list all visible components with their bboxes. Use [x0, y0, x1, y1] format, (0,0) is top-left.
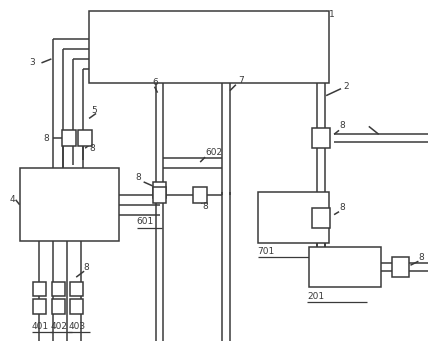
Text: 8: 8 — [43, 134, 49, 143]
Bar — [152, 182, 167, 198]
Text: 8: 8 — [136, 174, 141, 182]
Text: 8: 8 — [202, 202, 208, 211]
Text: 5: 5 — [91, 106, 97, 115]
Bar — [70, 282, 83, 296]
Text: 6: 6 — [152, 78, 158, 87]
Bar — [78, 130, 92, 146]
Bar — [258, 192, 329, 244]
Text: 601: 601 — [137, 217, 154, 226]
Text: 701: 701 — [258, 247, 275, 256]
Text: 401: 401 — [31, 322, 49, 331]
Text: 3: 3 — [30, 58, 35, 67]
Bar — [312, 208, 330, 227]
Bar — [312, 128, 330, 148]
Bar — [392, 257, 409, 277]
Text: 8: 8 — [339, 203, 345, 212]
Bar — [70, 299, 83, 314]
Bar — [33, 299, 46, 314]
Text: 602: 602 — [205, 147, 222, 157]
Text: 8: 8 — [89, 144, 95, 153]
Text: 7: 7 — [238, 76, 244, 85]
Bar — [52, 282, 65, 296]
Bar — [62, 130, 76, 146]
Text: 201: 201 — [307, 293, 324, 301]
Bar — [152, 187, 167, 203]
Text: 402: 402 — [51, 322, 67, 331]
Bar — [33, 282, 46, 296]
Bar — [193, 187, 207, 203]
Bar — [89, 11, 329, 83]
Bar — [19, 168, 119, 241]
Text: 8: 8 — [83, 263, 89, 272]
Text: 2: 2 — [343, 82, 349, 91]
Text: 8: 8 — [339, 121, 345, 130]
Text: 8: 8 — [418, 253, 424, 262]
Bar — [309, 247, 381, 287]
Text: 1: 1 — [329, 10, 335, 19]
Text: 4: 4 — [10, 195, 16, 204]
Bar — [52, 299, 65, 314]
Text: 403: 403 — [68, 322, 85, 331]
